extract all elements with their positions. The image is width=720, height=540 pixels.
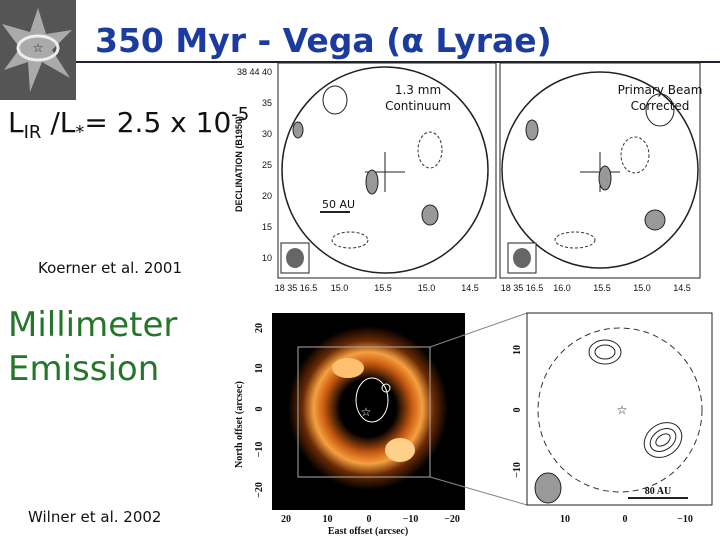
beam-circle — [537, 327, 703, 493]
beam — [513, 248, 531, 268]
y-tick-label: 35 — [262, 98, 272, 108]
y-tick-label: 10 — [512, 345, 523, 355]
top-figure: 50 AU 1.3 mm Continuum Primary Beam Corr… — [234, 62, 703, 279]
y-axis-label: North offset (arcsec) — [234, 381, 245, 468]
y-tick-label: 25 — [262, 160, 272, 170]
planet — [381, 383, 391, 393]
x-tick-label: 18 35 16.5 — [275, 283, 318, 293]
contours — [292, 85, 675, 231]
y-tick-label: 20 — [254, 323, 265, 333]
x-tick-label: 10 — [323, 514, 333, 525]
citation: Wilner et al. 2002 — [28, 508, 161, 526]
beam-circle — [501, 71, 699, 269]
clump — [385, 438, 415, 462]
x-tick-label: 15.5 — [374, 283, 392, 293]
ratio: LIR /L*= 2.5 x 10-5 — [8, 104, 249, 143]
bottom-figure: ☆ ☆ 80 AU North offset (arcsec) East off… — [234, 312, 713, 537]
star-marker: ☆ — [361, 405, 372, 419]
contours — [588, 339, 683, 458]
y-tick-label: −10 — [512, 462, 523, 478]
x-tick-label: 0 — [623, 514, 628, 525]
x-tick-label: −10 — [403, 514, 419, 525]
x-tick-label: 10 — [560, 514, 570, 525]
panel-label: 1.3 mm — [395, 83, 441, 97]
panel — [277, 62, 497, 279]
x-tick-label: 14.5 — [673, 283, 691, 293]
heading: Millimeter — [8, 305, 177, 345]
thumbnail-art: ☆ — [2, 8, 72, 92]
scale-label: 80 AU — [645, 486, 671, 497]
clump — [332, 358, 364, 378]
x-tick-label: −10 — [677, 514, 693, 525]
beam — [286, 248, 304, 268]
y-tick-label: −10 — [254, 442, 265, 458]
inset — [526, 312, 713, 506]
panel-label: Primary Beam — [618, 83, 703, 97]
citation: Koerner et al. 2001 — [38, 259, 182, 277]
heading: Emission — [8, 349, 159, 389]
contours — [331, 131, 650, 249]
y-tick-label: 20 — [262, 191, 272, 201]
y-tick-label: 10 — [262, 253, 272, 263]
orbit — [355, 377, 389, 423]
zoom-line — [429, 476, 528, 506]
zoom-line — [429, 312, 528, 348]
x-tick-label: 16.0 — [553, 283, 571, 293]
y-tick-label: −20 — [254, 482, 265, 498]
y-axis-label: DECLINATION (B1950) — [234, 116, 244, 212]
star-marker: ☆ — [617, 403, 628, 417]
x-tick-label: 15.0 — [331, 283, 349, 293]
x-tick-label: 15.5 — [593, 283, 611, 293]
x-tick-label: 15.0 — [633, 283, 651, 293]
beam-circle — [281, 66, 489, 274]
panel-label: Corrected — [631, 99, 690, 113]
zoom-box — [297, 346, 431, 478]
title: 350 Myr - Vega (α Lyrae) — [95, 21, 552, 60]
y-tick-label: 0 — [254, 407, 265, 412]
panel-label: Continuum — [385, 99, 451, 113]
scale-label: 50 AU — [322, 198, 355, 211]
x-tick-label: 14.5 — [461, 283, 479, 293]
x-tick-label: 15.0 — [418, 283, 436, 293]
y-tick-label: 38 44 40 — [237, 67, 272, 77]
x-axis-label: East offset (arcsec) — [328, 526, 408, 537]
x-tick-label: 18 35 16.5 — [501, 283, 544, 293]
y-tick-label: 10 — [254, 364, 265, 374]
y-tick-label: 15 — [262, 222, 272, 232]
y-tick-label: 30 — [262, 129, 272, 139]
y-tick-label: 0 — [512, 408, 523, 413]
x-tick-label: −20 — [444, 514, 460, 525]
x-tick-label: 0 — [367, 514, 372, 525]
x-tick-label: 20 — [281, 514, 291, 525]
svg-text:☆: ☆ — [33, 41, 44, 55]
beam — [534, 472, 562, 504]
